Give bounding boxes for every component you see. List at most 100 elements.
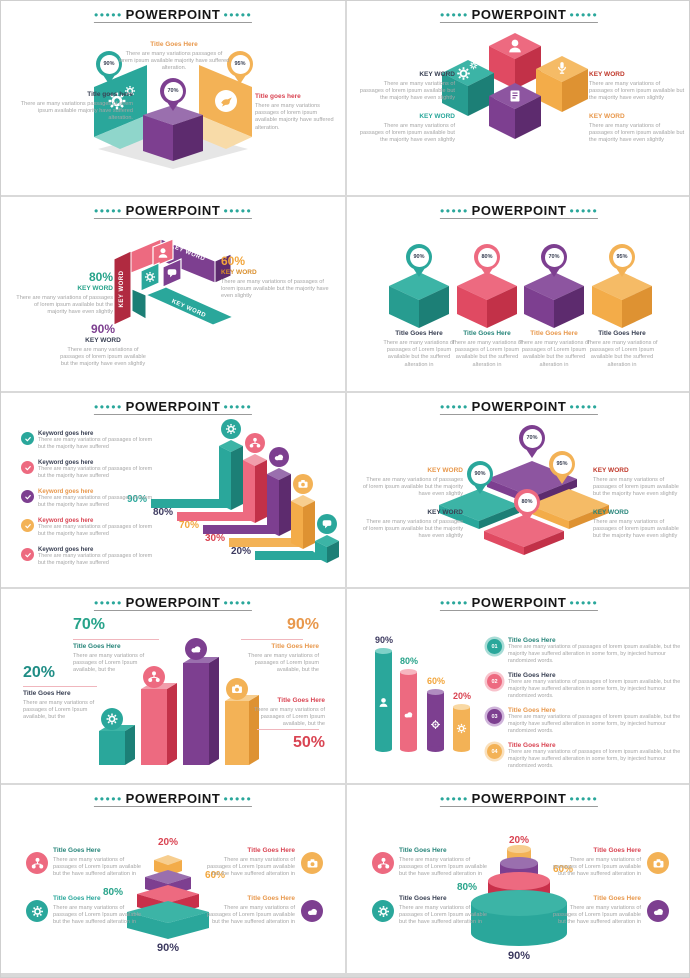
block-title: Title goes here	[255, 93, 301, 100]
block-body: There are many variations of passages of…	[383, 339, 455, 368]
slide-1: ●●●●● POWERPOINT ●●●●● 90%	[1, 1, 345, 195]
item-body: There are many variations of passages of…	[508, 679, 681, 700]
slide-header: ●●●●● POWERPOINT ●●●●●	[439, 7, 599, 23]
pin-value: 70%	[522, 428, 542, 448]
pink-cylinder	[400, 669, 417, 752]
block-body: There are many variations of passages of…	[207, 904, 295, 926]
dots-right: ●●●●●	[569, 597, 599, 607]
text-block-right: Title goes here There are many variation…	[255, 93, 339, 132]
slide-10-art	[471, 845, 567, 946]
dots-left: ●●●●●	[93, 597, 123, 607]
dots-right: ●●●●●	[223, 597, 253, 607]
percent-mid-left: 20%	[23, 664, 56, 681]
block-body: There are many variations of passages of…	[23, 699, 95, 721]
map-pin-yellow: 95%	[609, 244, 635, 270]
pin-value: 90%	[470, 464, 490, 484]
keyword-block-bottom-right: KEY WORD There are many variations of pa…	[589, 113, 685, 145]
dots-right: ●●●●●	[569, 9, 599, 19]
yellow-cube	[536, 56, 588, 112]
list-title: Keyword goes here	[38, 547, 94, 553]
pink-platform	[484, 515, 564, 555]
block-body: There are many variations passages of lo…	[255, 102, 334, 131]
dots-left: ●●●●●	[439, 401, 469, 411]
slide-5: ●●●●● POWERPOINT ●●●●●	[1, 393, 345, 587]
pin-value: 70%	[544, 247, 564, 267]
block-title: Title Goes Here	[598, 330, 646, 337]
block-title: Title Goes Here	[463, 330, 511, 337]
block-body: There are many variations of passages of…	[553, 856, 641, 878]
item-block-bottom-right: Title Goes Here There are many variation…	[199, 895, 295, 927]
block-title: Title Goes Here	[23, 690, 71, 697]
block-title: KEY WORD	[427, 467, 463, 474]
bar-percent-5: 20%	[230, 546, 251, 557]
powerpoint-title: POWERPOINT	[471, 203, 567, 218]
keyword-list-item-3: Keyword goes here There are many variatio…	[21, 489, 153, 509]
map-pin-yellow: 95%	[227, 51, 253, 77]
check-icon	[21, 490, 34, 503]
pin-value: 80%	[517, 492, 537, 512]
block-body: There are many variations of passages of…	[253, 706, 325, 728]
item-block-top-left: Title Goes Here There are many variation…	[53, 847, 149, 879]
slide-4: ●●●●● POWERPOINT ●●●●●	[347, 197, 689, 391]
slide-header: ●●●●● POWERPOINT ●●●●●	[93, 204, 253, 219]
block-body: There are many variations of passages of…	[586, 339, 658, 368]
list-body: There are many variations of passages of…	[38, 437, 153, 450]
dots-left: ●●●●●	[439, 205, 469, 215]
powerpoint-title: POWERPOINT	[125, 399, 221, 414]
block-title: Title Goes Here	[247, 895, 295, 902]
dots-left: ●●●●●	[93, 793, 123, 803]
block-title: KEY WORD	[85, 337, 121, 344]
block-body: There are many variations of passages of…	[593, 476, 679, 498]
item-number: 02	[487, 674, 502, 689]
block-title: KEY WORD	[427, 509, 463, 516]
stat-block-mid-left: Title Goes Here There are many variation…	[23, 690, 101, 722]
item-block-top-right: Title Goes Here There are many variation…	[199, 847, 295, 879]
percent-value: 90%	[90, 322, 116, 336]
block-body: There are many variations of passages of…	[451, 339, 523, 368]
slide-4-art	[389, 272, 652, 328]
check-icon	[21, 548, 34, 561]
percent-top-left: 70%	[73, 616, 106, 633]
item-title: Title Goes Here	[508, 742, 556, 749]
item-body: There are many variations of passages of…	[508, 749, 681, 770]
layer-percent-top: 20%	[508, 835, 529, 846]
column-2-pink	[243, 433, 267, 523]
block-title: Title goes here	[87, 91, 133, 98]
map-pin-purple: 70%	[519, 425, 545, 451]
cylinder-percent-3: 60%	[426, 676, 445, 686]
stat-block-right: 60% KEY WORD There are many variations o…	[221, 255, 333, 301]
keyword-list-item-1: Keyword goes here There are many variatio…	[21, 431, 153, 451]
bar-percent-4: 30%	[204, 533, 225, 544]
list-title: Keyword goes here	[38, 489, 94, 495]
item-body: There are many variations of passages of…	[508, 644, 681, 665]
powerpoint-title: POWERPOINT	[471, 7, 567, 22]
block-body: There are many variations of passages of…	[362, 476, 463, 498]
dots-right: ●●●●●	[569, 401, 599, 411]
pin-value: 90%	[409, 247, 429, 267]
pin-value: 95%	[552, 454, 572, 474]
block-title: KEY WORD	[593, 509, 629, 516]
item-block-bottom-left: Title Goes Here There are many variation…	[53, 895, 149, 927]
item-block-3: Title Goes Here There are many variation…	[518, 330, 590, 369]
percent-bottom-right: 50%	[292, 734, 325, 751]
connector-line	[23, 686, 97, 687]
slide-8: ●●●●● POWERPOINT ●●●●●	[347, 589, 689, 783]
powerpoint-title: POWERPOINT	[125, 7, 221, 22]
percent-value: 60%	[221, 254, 246, 268]
cylinder-percent-1: 90%	[374, 635, 393, 645]
dots-left: ●●●●●	[93, 401, 123, 411]
item-block-2: Title Goes Here There are many variation…	[451, 330, 523, 369]
slide-10: ●●●●● POWERPOINT ●●●●●	[347, 785, 689, 973]
slide-9-art	[127, 855, 209, 939]
slide-2-art	[442, 33, 588, 139]
slide-header: ●●●●● POWERPOINT ●●●●●	[93, 399, 253, 415]
dots-left: ●●●●●	[93, 9, 123, 19]
stat-block-left: 80% KEY WORD There are many variations o…	[15, 271, 113, 317]
list-title: Keyword goes here	[38, 518, 94, 524]
block-body: There are many variations of passages of…	[399, 856, 487, 878]
camera-icon	[301, 852, 323, 874]
check-icon	[21, 461, 34, 474]
cloud-icon	[647, 900, 669, 922]
map-pin-yellow: 95%	[549, 451, 575, 477]
keyword-block-top-left: KEY WORD There are many variations of pa…	[361, 467, 463, 499]
